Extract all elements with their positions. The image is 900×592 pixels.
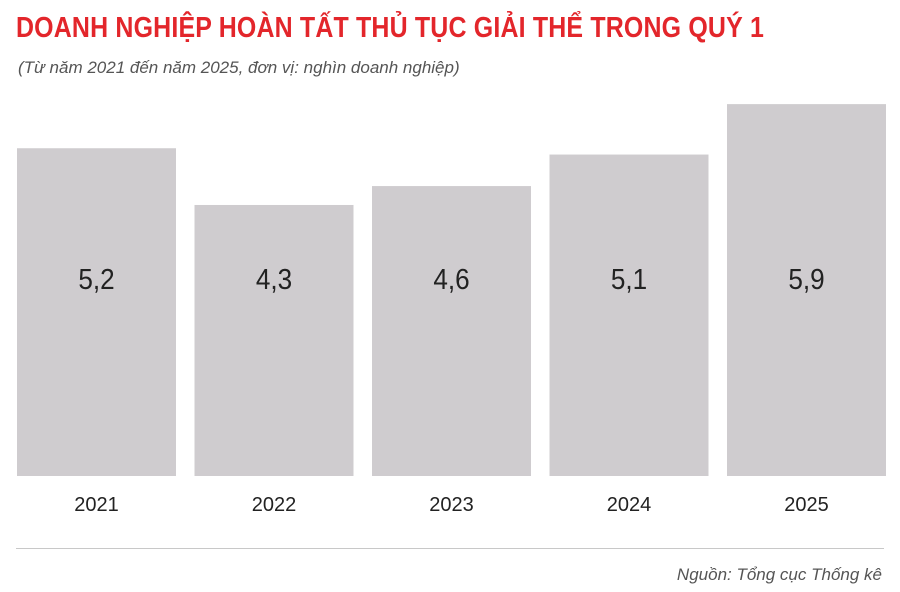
x-tick-label-2023: 2023 <box>429 494 474 516</box>
x-tick-labels-group: 2021 2022 2023 2024 2025 <box>74 494 829 516</box>
x-tick-label-2025: 2025 <box>784 494 829 516</box>
chart-title: DOANH NGHIỆP HOÀN TẤT THỦ TỤC GIẢI THỂ T… <box>16 12 765 44</box>
value-label-2022: 4,3 <box>256 263 292 296</box>
value-label-2024: 5,1 <box>611 263 647 296</box>
bar-2023 <box>372 186 531 476</box>
x-tick-label-2024: 2024 <box>607 494 652 516</box>
bars-group <box>17 104 886 476</box>
bar-2025 <box>727 104 886 476</box>
bar-2024 <box>549 154 709 476</box>
value-label-2023: 4,6 <box>433 263 469 296</box>
value-label-2025: 5,9 <box>788 263 824 296</box>
chart-subtitle: (Từ năm 2021 đến năm 2025, đơn vị: nghìn… <box>18 58 460 77</box>
value-labels-group: 5,2 4,3 4,6 5,1 5,9 <box>78 263 824 296</box>
x-tick-label-2022: 2022 <box>252 494 297 516</box>
x-tick-label-2021: 2021 <box>74 494 119 516</box>
footer-divider <box>16 548 884 549</box>
source-note: Nguồn: Tổng cục Thống kê <box>676 565 882 584</box>
value-label-2021: 5,2 <box>78 263 114 296</box>
bar-2021 <box>17 148 176 476</box>
bar-2022 <box>194 204 354 476</box>
